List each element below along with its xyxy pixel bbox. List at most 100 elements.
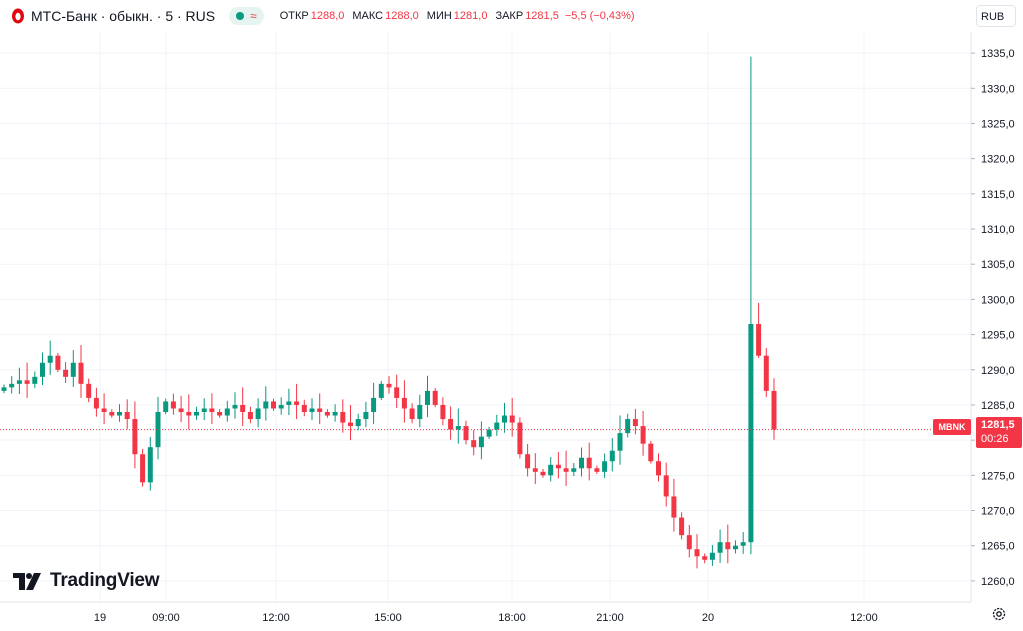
y-tick-label: 1270,0 bbox=[981, 506, 1015, 518]
candle-body bbox=[371, 397, 377, 412]
candle-body bbox=[301, 404, 307, 412]
candle-body bbox=[240, 404, 246, 412]
grid bbox=[0, 32, 970, 602]
candle-body bbox=[186, 412, 192, 416]
x-tick-label: 12:00 bbox=[850, 612, 878, 624]
candle-body bbox=[656, 461, 661, 476]
candle-body bbox=[363, 412, 369, 420]
candle-body bbox=[748, 324, 754, 543]
candle-body bbox=[155, 412, 161, 448]
candle-body bbox=[201, 408, 207, 412]
x-tick-label: 09:00 bbox=[152, 612, 180, 624]
candle-body bbox=[671, 496, 677, 518]
candle-body bbox=[40, 362, 45, 377]
candle-body bbox=[309, 408, 315, 412]
candle-body bbox=[401, 397, 407, 409]
y-tick-label: 1290,0 bbox=[981, 365, 1015, 377]
candle-body bbox=[702, 556, 708, 560]
candle-body bbox=[355, 419, 361, 427]
candle-body bbox=[602, 461, 608, 472]
price-chart[interactable]: 1260,01265,01270,01275,01280,01285,01290… bbox=[0, 32, 1023, 631]
candle-body bbox=[332, 412, 338, 416]
brand-name: TradingView bbox=[50, 570, 160, 591]
candle-body bbox=[586, 457, 592, 469]
candle-body bbox=[9, 383, 15, 388]
candle-body bbox=[525, 454, 531, 469]
candle-body bbox=[517, 422, 523, 455]
x-tick-label: 15:00 bbox=[374, 612, 402, 624]
candle-body bbox=[448, 419, 454, 430]
candle-body bbox=[478, 436, 484, 448]
candle-body bbox=[117, 412, 122, 416]
last-price-value: 1281,5 bbox=[981, 419, 1015, 431]
candle-body bbox=[247, 412, 253, 420]
candle-body bbox=[640, 426, 646, 444]
candle-body bbox=[16, 380, 22, 384]
candle-body bbox=[471, 440, 477, 448]
candle-body bbox=[340, 412, 346, 423]
candle-body bbox=[632, 419, 638, 427]
candle-body bbox=[502, 415, 507, 423]
candle-body bbox=[717, 542, 723, 553]
candle-body bbox=[163, 401, 169, 412]
candle-body bbox=[394, 387, 400, 398]
candle-body bbox=[178, 408, 184, 412]
x-tick-label: 18:00 bbox=[498, 612, 526, 624]
y-tick-label: 1330,0 bbox=[981, 83, 1015, 95]
candle-body bbox=[425, 390, 430, 405]
candle-body bbox=[625, 419, 631, 434]
candle-body bbox=[47, 355, 53, 363]
candle-body bbox=[509, 415, 515, 423]
candle-body bbox=[278, 404, 284, 409]
y-tick-label: 1285,0 bbox=[981, 400, 1015, 412]
chart-header: МТС-Банк · обыкн. · 5 · RUS ≈ ОТКР 1288,… bbox=[0, 0, 970, 32]
x-tick-label: 21:00 bbox=[596, 612, 624, 624]
time-axis[interactable]: 19 09:00 12:00 15:00 18:00 21:00 20 12:00 bbox=[0, 601, 971, 624]
y-tick-label: 1275,0 bbox=[981, 470, 1015, 482]
candle-body bbox=[763, 355, 769, 391]
candle-body bbox=[378, 383, 384, 398]
currency-button[interactable]: RUB bbox=[976, 5, 1016, 27]
candle-body bbox=[147, 447, 153, 483]
x-tick-label: 20 bbox=[702, 612, 714, 624]
gear-icon[interactable] bbox=[991, 606, 1007, 622]
candle-body bbox=[132, 419, 138, 455]
y-tick-label: 1305,0 bbox=[981, 259, 1015, 271]
candle-body bbox=[409, 408, 415, 420]
candle-body bbox=[224, 408, 230, 416]
y-tick-label: 1295,0 bbox=[981, 330, 1015, 342]
symbol-title[interactable]: МТС-Банк · обыкн. · 5 · RUS bbox=[31, 8, 216, 24]
candle-body bbox=[263, 401, 269, 409]
candle-body bbox=[124, 412, 130, 420]
candle-body bbox=[93, 397, 99, 409]
y-tick-label: 1300,0 bbox=[981, 294, 1015, 306]
y-tick-label: 1315,0 bbox=[981, 189, 1015, 201]
last-price-tag: 1281,5 00:26 bbox=[976, 417, 1022, 448]
candle-body bbox=[194, 412, 199, 416]
candle-body bbox=[63, 369, 69, 377]
candle-body bbox=[55, 355, 61, 370]
candle-body bbox=[463, 426, 469, 441]
candle-body bbox=[548, 464, 554, 476]
candle-body bbox=[579, 457, 584, 469]
candle-body bbox=[24, 380, 30, 384]
tradingview-logo[interactable]: TradingView bbox=[13, 570, 160, 592]
market-status-pill[interactable]: ≈ bbox=[229, 7, 264, 25]
candle-body bbox=[140, 454, 146, 483]
candle-body bbox=[486, 429, 492, 437]
bar-countdown: 00:26 bbox=[981, 433, 1009, 445]
candle-body bbox=[170, 401, 176, 409]
candle-body bbox=[317, 408, 323, 412]
x-tick-label: 19 bbox=[94, 612, 106, 624]
price-axis[interactable]: 1260,01265,01270,01275,01280,01285,01290… bbox=[970, 32, 1015, 602]
tradingview-logo-icon bbox=[13, 572, 41, 590]
y-tick-label: 1320,0 bbox=[981, 154, 1015, 166]
candle-body bbox=[294, 401, 300, 405]
candle-body bbox=[571, 468, 577, 472]
candle-body bbox=[217, 412, 223, 416]
candle-body bbox=[70, 362, 76, 377]
high-value: 1288,0 bbox=[385, 10, 419, 22]
low-label: МИН bbox=[426, 10, 452, 22]
close-value: 1281,5 bbox=[525, 10, 559, 22]
candle-body bbox=[417, 404, 423, 420]
